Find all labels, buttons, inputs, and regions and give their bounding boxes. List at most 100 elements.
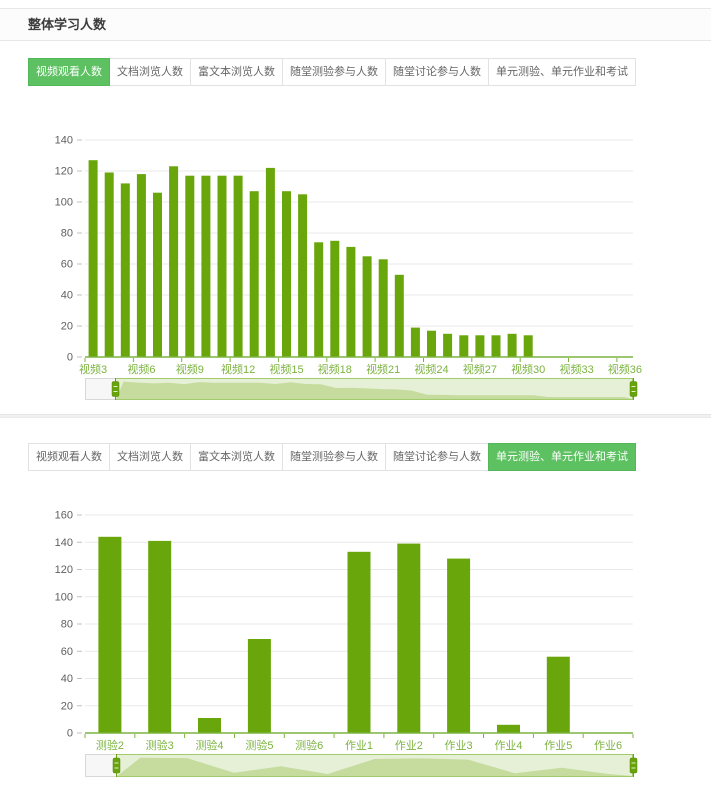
datazoom-left-handle[interactable] [111, 381, 120, 397]
datazoom-right-handle[interactable] [629, 381, 638, 397]
bar-视频14[interactable] [265, 167, 275, 357]
y-axis-label: 40 [61, 290, 73, 302]
y-axis-label: 0 [67, 728, 73, 740]
x-axis-label: 视频30 [511, 362, 545, 376]
datazoom-unselected-area[interactable] [85, 378, 116, 400]
bar-视频8[interactable] [169, 166, 179, 357]
y-axis-label: 140 [55, 537, 73, 549]
y-axis-label: 100 [55, 591, 73, 603]
y-axis-label: 0 [67, 352, 73, 364]
bar-视频24[interactable] [427, 330, 436, 358]
bar-视频20[interactable] [362, 256, 372, 358]
x-axis-label: 视频9 [176, 362, 204, 376]
tab-1[interactable]: 视频观看人数 [28, 443, 110, 471]
x-axis-label: 视频15 [269, 362, 303, 376]
tab-5[interactable]: 随堂讨论参与人数 [385, 443, 489, 471]
bar-视频23[interactable] [410, 327, 420, 357]
bar-作业4[interactable] [497, 724, 520, 733]
x-axis-label: 作业5 [544, 739, 572, 752]
x-axis-label: 作业1 [345, 739, 373, 752]
x-axis-label: 视频27 [463, 362, 497, 376]
x-axis-label: 测验3 [146, 738, 174, 752]
unit-test-homework-exam-bar-chart: 0 20 40 60 80 100 120 140 160 测验2 测验3 测验4 测验5 测验6 作业1 作… [55, 510, 638, 777]
y-axis-label: 100 [55, 197, 73, 209]
tab-4[interactable]: 随堂测验参与人数 [282, 443, 386, 471]
y-axis-label: 140 [55, 135, 73, 147]
bar-视频18[interactable] [330, 240, 340, 358]
tab-2[interactable]: 文档浏览人数 [109, 58, 191, 86]
bar-视频16[interactable] [298, 194, 308, 358]
x-axis-label: 视频18 [318, 362, 352, 376]
bar-视频17[interactable] [314, 242, 324, 357]
x-axis-label: 视频33 [559, 362, 593, 376]
x-axis-label: 测验2 [96, 738, 124, 752]
y-axis-label: 120 [55, 564, 73, 576]
tab-6-active[interactable]: 单元测验、单元作业和考试 [488, 443, 636, 471]
bar-视频27[interactable] [475, 335, 485, 357]
tab-2[interactable]: 文档浏览人数 [109, 443, 191, 471]
x-axis-label: 作业4 [494, 739, 522, 752]
page-header: 整体学习人数 [0, 8, 711, 41]
x-axis-label: 视频3 [79, 362, 107, 376]
datazoom-unselected-area[interactable] [85, 754, 117, 777]
panel-divider [0, 414, 711, 418]
tab-3[interactable]: 富文本浏览人数 [190, 443, 283, 471]
y-axis-label: 80 [61, 228, 73, 240]
bar-视频15[interactable] [282, 191, 291, 357]
bar-作业1[interactable] [347, 551, 371, 733]
bar-测验4[interactable] [198, 718, 221, 733]
page-title: 整体学习人数 [28, 17, 107, 32]
bar-视频25[interactable] [443, 333, 453, 358]
bar-测验3[interactable] [148, 540, 172, 733]
y-axis-label: 20 [61, 700, 73, 712]
x-axis-label: 作业6 [594, 739, 622, 752]
y-axis-label: 40 [61, 673, 73, 685]
x-axis-label: 作业2 [395, 739, 423, 752]
bar-视频19[interactable] [346, 246, 356, 357]
x-axis-label: 视频24 [414, 362, 448, 376]
bar-作业3[interactable] [447, 558, 471, 733]
bar-视频30[interactable] [523, 335, 533, 357]
datazoom-data-shadow [117, 757, 632, 776]
bar-series[interactable] [88, 160, 533, 358]
bar-视频7[interactable] [153, 192, 162, 357]
bar-作业5[interactable] [546, 656, 570, 733]
x-axis-label: 视频12 [221, 362, 255, 376]
tab-1-active[interactable]: 视频观看人数 [28, 58, 110, 86]
tab-4[interactable]: 随堂测验参与人数 [282, 58, 386, 86]
y-axis-label: 160 [55, 510, 73, 522]
x-axis-label: 视频21 [366, 362, 400, 376]
bar-视频3[interactable] [88, 160, 98, 357]
datazoom-data-shadow [116, 381, 632, 399]
bar-视频29[interactable] [507, 333, 517, 358]
bar-视频9[interactable] [185, 175, 195, 357]
bar-视频10[interactable] [201, 175, 211, 357]
bar-视频5[interactable] [120, 183, 130, 357]
bar-测验5[interactable] [247, 639, 271, 733]
bar-视频4[interactable] [104, 172, 114, 358]
datazoom-left-handle[interactable] [112, 757, 121, 774]
bar-视频12[interactable] [233, 175, 243, 357]
tab-bar-video-panel: 视频观看人数 文档浏览人数 富文本浏览人数 随堂测验参与人数 随堂讨论参与人数 单元测验、… [28, 58, 636, 86]
y-axis-label: 80 [61, 619, 73, 631]
bar-视频22[interactable] [394, 274, 404, 357]
bar-测验2[interactable] [98, 536, 122, 733]
bar-视频21[interactable] [378, 259, 388, 357]
datazoom-right-handle[interactable] [629, 757, 638, 774]
y-axis-label: 120 [55, 166, 73, 178]
bar-视频13[interactable] [249, 191, 259, 357]
tab-5[interactable]: 随堂讨论参与人数 [385, 58, 489, 86]
x-axis-label: 作业3 [445, 739, 473, 752]
x-axis-label: 视频36 [608, 362, 642, 376]
tab-3[interactable]: 富文本浏览人数 [190, 58, 283, 86]
tab-bar-unit-panel: 视频观看人数 文档浏览人数 富文本浏览人数 随堂测验参与人数 随堂讨论参与人数 单元测验、… [28, 443, 636, 471]
bar-视频26[interactable] [459, 335, 469, 357]
video-watch-bar-chart: 0 20 40 60 80 100 120 140 视频3 视频6 视频9 视频12 视频15 视频18 视… [55, 135, 642, 400]
tab-6[interactable]: 单元测验、单元作业和考试 [488, 58, 636, 86]
bar-series[interactable] [98, 536, 570, 733]
bar-视频11[interactable] [217, 175, 227, 357]
x-axis-label: 视频6 [127, 362, 155, 376]
bar-视频28[interactable] [491, 335, 501, 357]
bar-视频6[interactable] [136, 174, 146, 357]
bar-作业2[interactable] [397, 543, 421, 733]
